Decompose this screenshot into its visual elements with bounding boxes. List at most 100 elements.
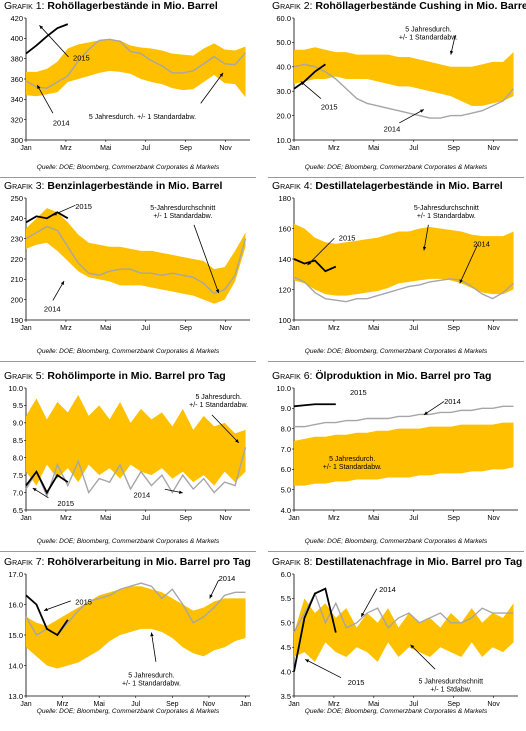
y-tick-label: 4.0: [281, 667, 291, 676]
series-label-2014: 2014: [134, 491, 151, 500]
chart-3: 190 200 210 220 230 240 250 Jan Mrz Mai Jul Sep Nov 5…: [10, 194, 250, 332]
y-tick-label: 240: [10, 214, 23, 223]
chart-source-2: Quelle: DOE; Bloomberg, Commerzbank Corp…: [304, 164, 488, 171]
annotation-arrow: [307, 237, 335, 266]
std-band: [26, 394, 246, 486]
y-tick-label: 320: [10, 115, 23, 124]
x-tick-label: Mrz: [328, 515, 340, 522]
std-band: [294, 422, 514, 486]
y-tick-label: 4.0: [281, 506, 291, 515]
chart-panel-8: Grafik 8: Destillatenachfrage in Mio. Ba…: [268, 556, 524, 731]
y-tick-label: 10.0: [276, 384, 291, 393]
annotation-arrow: [193, 224, 220, 294]
arrow-head: [37, 85, 41, 90]
x-tick-label: Mai: [368, 325, 380, 332]
divider-3: [0, 361, 256, 362]
series-line-2014: [293, 276, 514, 303]
y-tick-label: 60.0: [276, 14, 291, 23]
chart-panel-1: Grafik 1: Rohöllagerbestände in Mio. Bar…: [0, 0, 256, 175]
x-tick-label: Sep: [447, 145, 460, 152]
y-tick-label: 230: [10, 234, 23, 243]
chart-source-4: Quelle: DOE; Bloomberg, Commerzbank Corp…: [304, 348, 488, 355]
std-band: [294, 598, 514, 662]
y-tick-label: 360: [10, 75, 23, 84]
x-tick-label: Mai: [100, 145, 112, 152]
series-label-2014: 2014: [473, 240, 490, 249]
y-tick-label: 17.0: [8, 570, 23, 579]
chart-panel-3: Grafik 3: Benzinlagerbestände in Mio. Ba…: [0, 180, 256, 355]
x-tick-label: Nov: [487, 701, 500, 708]
x-tick-label: Sep: [447, 701, 460, 708]
y-tick-label: 250: [10, 194, 23, 203]
series-line-2014: [25, 225, 247, 295]
annotation-arrow: [52, 204, 76, 216]
chart-panel-4: Grafik 4: Destillatelagerbestände in Mio…: [268, 180, 524, 355]
x-tick-label: Nov: [219, 515, 232, 522]
y-tick-label: 160: [278, 224, 291, 233]
series-line-2014: [25, 38, 247, 89]
band-label: 5 Jahresdurch. +/- 1 Standardabw.: [89, 114, 196, 121]
std-band: [294, 47, 514, 106]
y-tick-label: 40.0: [276, 63, 291, 72]
arrow-head: [235, 439, 239, 443]
arrow-head: [419, 109, 424, 113]
y-tick-label: 140: [278, 255, 291, 264]
chart-title-1: Grafik 1: Rohöllagerbestände in Mio. Bar…: [4, 0, 218, 12]
y-tick-label: 7.5: [13, 471, 23, 480]
y-tick-label: 340: [10, 95, 23, 104]
y-tick-label: 30.0: [276, 87, 291, 96]
x-tick-label: Nov: [219, 145, 232, 152]
y-tick-label: 4.5: [281, 643, 291, 652]
x-tick-label: Sep: [179, 145, 192, 152]
y-tick-label: 6.0: [281, 570, 291, 579]
x-tick-label: Jul: [409, 145, 418, 152]
arrow-head: [60, 280, 65, 285]
x-tick-label: Jan: [20, 325, 31, 332]
chart-6: 4.0 5.0 6.0 7.0 8.0 9.0 10.0 Jan Mrz Mai Jul Sep Nov…: [276, 384, 518, 522]
chart-title-8: Grafik 8: Destillatenachfrage in Mio. Ba…: [272, 556, 523, 568]
series-line-2014: [294, 405, 514, 428]
band-label: 5 Jahresdurch. +/- 1 Standardabw.: [189, 394, 248, 409]
y-tick-label: 420: [10, 14, 23, 23]
arrow-head: [43, 607, 48, 612]
band-label: 5 Jahresdurch. +/- 1 Standardabw.: [399, 26, 458, 41]
x-tick-label: Jan: [288, 701, 299, 708]
annotation-arrow: [300, 81, 322, 99]
series-line-2015: [25, 594, 69, 637]
x-tick-label: Mrz: [57, 701, 69, 708]
annotation-arrow: [459, 244, 479, 284]
y-tick-label: 8.0: [281, 424, 291, 433]
series-line-2015: [293, 587, 337, 672]
arrow-head: [52, 212, 57, 216]
series-line-2015: [293, 63, 326, 90]
y-tick-label: 9.0: [13, 419, 23, 428]
chart-source-1: Quelle: DOE; Bloomberg, Commerzbank Corp…: [36, 164, 220, 171]
y-tick-label: 6.5: [13, 506, 23, 515]
x-tick-label: Mrz: [328, 701, 340, 708]
series-label-2015: 2015: [348, 678, 365, 687]
arrow-head: [178, 490, 183, 494]
y-tick-label: 120: [278, 285, 291, 294]
chart-panel-5: Grafik 5: Rohölimporte in Mio. Barrel pr…: [0, 370, 256, 545]
x-tick-label: Jul: [409, 515, 418, 522]
x-tick-label: Jan: [20, 515, 31, 522]
arrow-head: [361, 612, 365, 617]
series-label-2015: 2015: [75, 597, 92, 606]
x-tick-label: Sep: [179, 515, 192, 522]
divider-6: [268, 551, 524, 552]
x-tick-label: Mai: [368, 145, 380, 152]
arrow-head: [215, 289, 220, 294]
chart-7: 13.0 14.0 15.0 16.0 17.0 Jan Mrz Mai Jul Sep Nov Ja…: [8, 570, 251, 708]
x-tick-label: Nov: [219, 325, 232, 332]
divider-5: [0, 551, 256, 552]
arrow-head: [219, 72, 224, 77]
x-tick-label: Mai: [368, 515, 380, 522]
series-label-2015: 2015: [339, 234, 356, 243]
x-tick-label: Jul: [409, 325, 418, 332]
arrow-head: [209, 594, 213, 599]
y-tick-label: 100: [278, 316, 291, 325]
series-line-2015: [25, 23, 69, 55]
x-tick-label: Jul: [141, 145, 150, 152]
annotation-arrow: [52, 280, 65, 301]
y-tick-label: 6.0: [281, 465, 291, 474]
